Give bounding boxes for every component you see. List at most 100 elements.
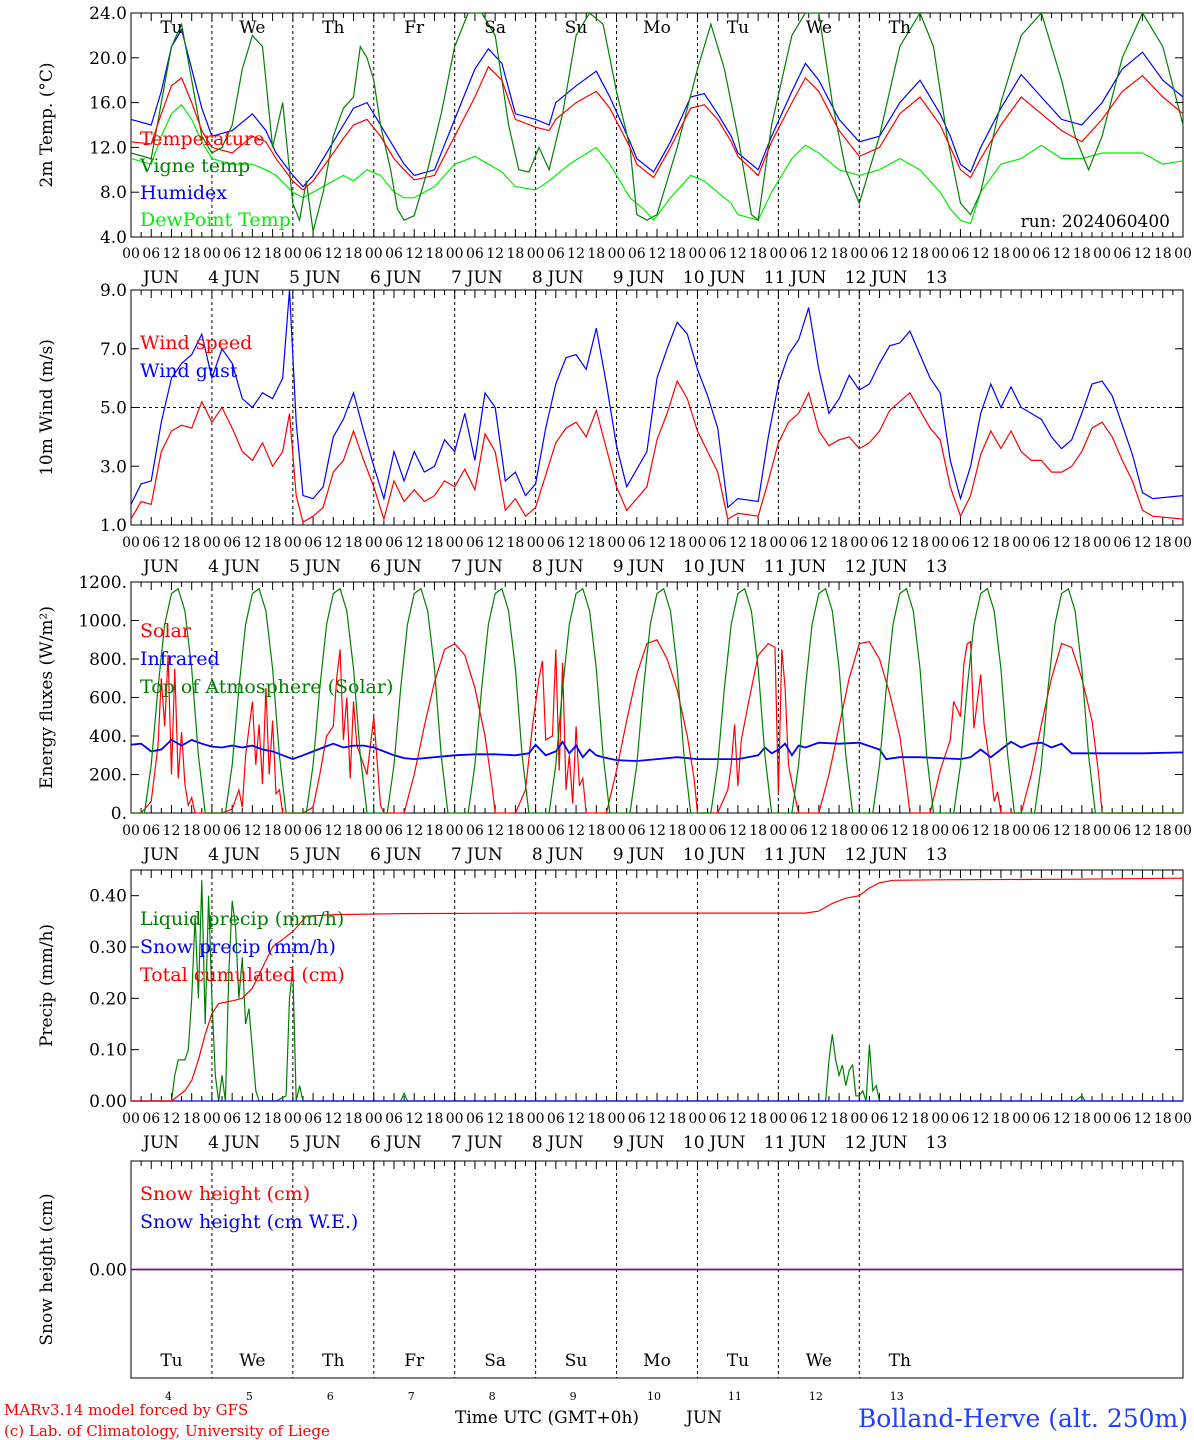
hour-tick-label: 06 [871, 246, 889, 262]
legend-entry: Snow height (cm) [140, 1183, 310, 1205]
day-date-label: 10 [683, 268, 705, 288]
y-tick-label: 20.0 [89, 49, 127, 69]
hour-tick-label: 00 [203, 535, 221, 551]
hour-tick-label: 12 [1053, 535, 1071, 551]
hour-tick-label: 06 [709, 823, 727, 839]
weekday-label: Sa [484, 18, 506, 38]
hour-tick-label: 00 [931, 246, 949, 262]
y-tick-label: 0.20 [89, 989, 127, 1009]
hour-tick-label: 00 [365, 246, 383, 262]
y-tick-label: 0.40 [89, 887, 127, 907]
day-date-label: 5 [289, 845, 300, 865]
hour-tick-label: 18 [911, 823, 929, 839]
hour-tick-label: 00 [850, 246, 868, 262]
hour-tick-label: 00 [608, 535, 626, 551]
month-label: JUN [222, 1133, 260, 1153]
day-number-bottom: 7 [408, 1390, 415, 1403]
hour-tick-label: 06 [547, 535, 565, 551]
x-axis-title: Time UTC (GMT+0h) [455, 1408, 639, 1428]
day-number-bottom: 13 [890, 1390, 904, 1403]
hour-tick-label: 00 [203, 1111, 221, 1127]
hour-tick-label: 18 [264, 823, 282, 839]
hour-tick-label: 00 [1174, 246, 1192, 262]
y-tick-label: 0.30 [89, 938, 127, 958]
day-date-label: 12 [845, 845, 867, 865]
hour-tick-label: 12 [243, 246, 261, 262]
weekday-label-bottom: We [806, 1351, 832, 1371]
legend-entry: Wind speed [140, 332, 252, 354]
panel-3: 0. 200. 400. 600. 800. 1000. 1200. Energy fluxe… [37, 573, 1192, 865]
day-date-label: 10 [683, 557, 705, 577]
weekday-label-bottom: Tu [727, 1351, 749, 1371]
y-tick-label: 1200. [78, 573, 127, 593]
hour-tick-label: 00 [122, 823, 140, 839]
hour-tick-label: 00 [850, 1111, 868, 1127]
plot-frame [130, 12, 1184, 238]
hour-tick-label: 12 [648, 246, 666, 262]
hour-tick-label: 12 [810, 246, 828, 262]
run-label-bg [985, 208, 1175, 232]
panel-5: 0.00 Snow height (cm) Snow height (cm) Snow… [37, 1160, 1184, 1403]
hour-tick-label: 12 [1053, 823, 1071, 839]
month-label: JUN [384, 268, 422, 288]
hour-tick-label: 12 [891, 246, 909, 262]
day-date-label: 8 [532, 557, 543, 577]
hour-tick-label: 00 [931, 535, 949, 551]
hour-tick-label: 18 [830, 823, 848, 839]
series-temperature [130, 65, 1184, 191]
day-number-bottom: 11 [728, 1390, 742, 1403]
weekday-label: We [239, 18, 265, 38]
hour-tick-label: 00 [446, 823, 464, 839]
legend-entry: Liquid precip (mm/h) [140, 908, 344, 930]
hour-tick-label: 18 [183, 823, 201, 839]
day-date-label: 8 [532, 1133, 543, 1153]
day-date-label: 7 [451, 845, 462, 865]
day-date-label: 8 [532, 268, 543, 288]
hour-tick-label: 00 [1012, 535, 1030, 551]
month-label: JUN [546, 845, 584, 865]
hour-tick-label: 12 [405, 535, 423, 551]
hour-tick-label: 00 [1093, 1111, 1111, 1127]
day-date-label: 11 [764, 845, 786, 865]
hour-tick-label: 06 [385, 1111, 403, 1127]
hour-tick-label: 12 [163, 535, 181, 551]
hour-tick-label: 12 [1053, 1111, 1071, 1127]
hour-tick-label: 06 [628, 246, 646, 262]
hour-tick-label: 12 [405, 823, 423, 839]
hour-tick-label: 12 [729, 1111, 747, 1127]
hour-tick-label: 12 [891, 535, 909, 551]
hour-tick-label: 06 [790, 823, 808, 839]
hour-tick-label: 18 [830, 246, 848, 262]
hour-tick-label: 06 [871, 823, 889, 839]
panel-4: 0.00 0.10 0.20 0.30 0.40 Precip (mm/h) Liquid … [37, 869, 1192, 1153]
hour-tick-label: 00 [1174, 823, 1192, 839]
hour-tick-label: 18 [264, 535, 282, 551]
hour-tick-label: 00 [527, 1111, 545, 1127]
day-date-label: 10 [683, 845, 705, 865]
hour-tick-label: 12 [163, 823, 181, 839]
day-date-label: 6 [370, 845, 381, 865]
day-date-label: 4 [208, 1133, 219, 1153]
day-date-label: 12 [845, 557, 867, 577]
hour-tick-label: 06 [223, 823, 241, 839]
weekday-label: Tu [727, 18, 749, 38]
hour-tick-label: 00 [769, 246, 787, 262]
hour-tick-label: 00 [689, 823, 707, 839]
y-tick-label: 12.0 [89, 138, 127, 158]
hour-tick-label: 12 [810, 823, 828, 839]
x-axis-month: JUN [684, 1408, 722, 1428]
month-label: JUN [222, 268, 260, 288]
hour-tick-label: 00 [446, 535, 464, 551]
day-date-label: 9 [613, 268, 624, 288]
weekday-label-bottom: Su [565, 1351, 588, 1371]
day-date-label: 11 [764, 557, 786, 577]
hour-tick-label: 00 [1174, 535, 1192, 551]
day-date-label: 6 [370, 268, 381, 288]
y-axis-label: 10m Wind (m/s) [37, 339, 57, 476]
hour-tick-label: 18 [668, 246, 686, 262]
y-tick-label: 0.00 [89, 1261, 127, 1281]
legend-entry: Top of Atmosphere (Solar) [140, 676, 393, 698]
hour-tick-label: 00 [931, 823, 949, 839]
hour-tick-label: 06 [1113, 1111, 1131, 1127]
hour-tick-label: 00 [122, 535, 140, 551]
